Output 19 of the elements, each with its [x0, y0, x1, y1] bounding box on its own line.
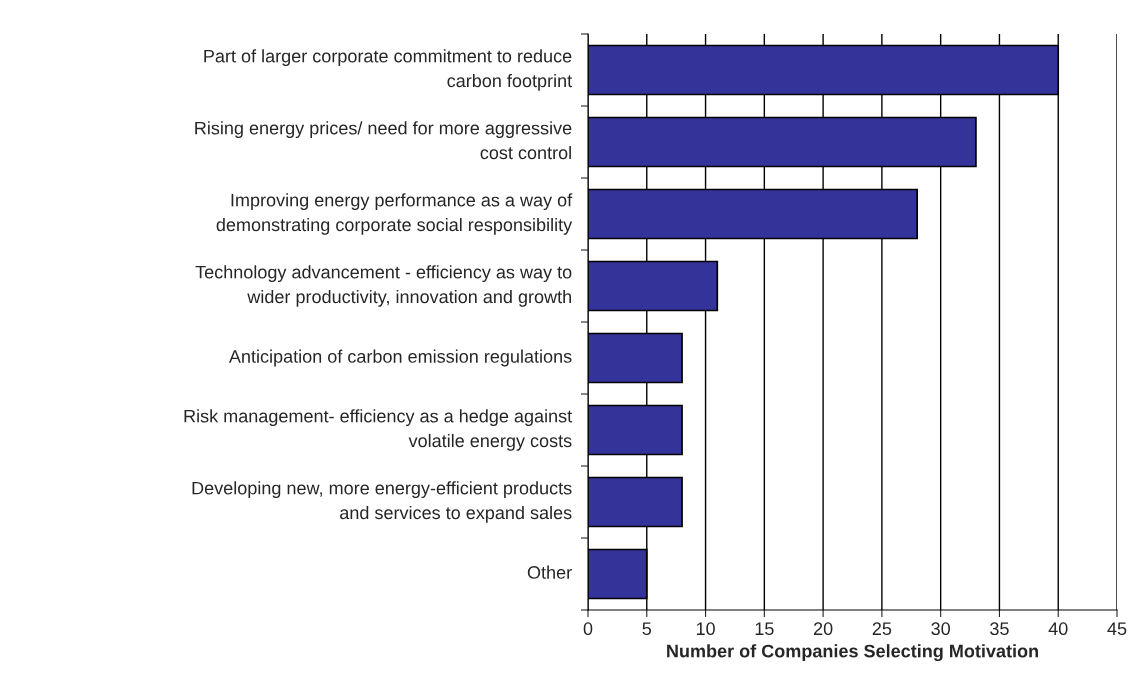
y-tick-label: Other	[527, 565, 572, 579]
y-tick-label: Anticipation of carbon emission regulations	[228, 349, 572, 367]
x-tick-label: 15	[755, 622, 774, 636]
y-tick-label: Rising energy prices/ need for more aggressive cost control	[195, 121, 572, 160]
x-tick-label: 30	[931, 622, 950, 636]
y-tick-label: Part of larger corporate commitment to reduce carbon footprint	[204, 49, 573, 91]
x-tick-label: 10	[696, 622, 715, 636]
y-tick-label: Technology advancement - efficiency as way to wider productivity, innovation and growth	[195, 265, 572, 307]
x-tick-label: 20	[813, 622, 833, 636]
x-tick-label: 40	[1048, 622, 1068, 636]
y-tick-label: Risk management- efficiency as a hedge against volatile energy costs	[184, 409, 573, 451]
x-tick-label: 45	[1107, 622, 1127, 636]
y-tick-label: Improving energy performance as a way of demonstrating corporate social responsibility	[216, 193, 573, 235]
y-tick-label: Developing new, more energy-efficient products and services to expand sales	[192, 481, 572, 523]
x-tick-label: 5	[642, 622, 652, 636]
x-tick-label: 0	[583, 622, 593, 636]
x-tick-label: 35	[990, 622, 1009, 636]
x-axis-title: Number of Companies Selecting Motivation	[667, 644, 1038, 662]
x-tick-label: 25	[872, 622, 892, 636]
